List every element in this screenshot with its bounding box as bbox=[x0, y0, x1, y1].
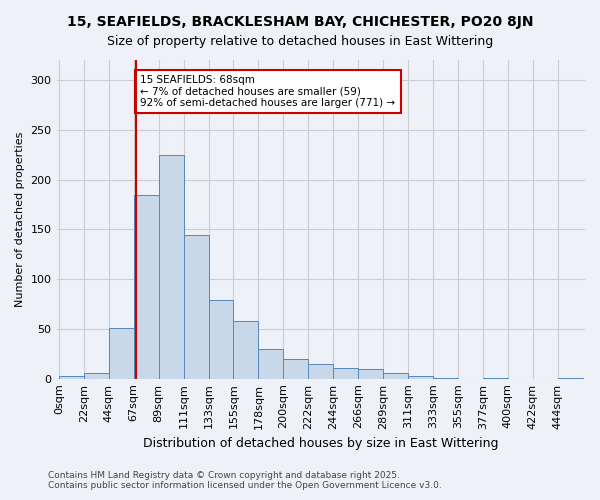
Text: 15 SEAFIELDS: 68sqm
← 7% of detached houses are smaller (59)
92% of semi-detache: 15 SEAFIELDS: 68sqm ← 7% of detached hou… bbox=[140, 75, 395, 108]
Bar bbox=[283, 359, 308, 378]
Text: Contains HM Land Registry data © Crown copyright and database right 2025.
Contai: Contains HM Land Registry data © Crown c… bbox=[48, 470, 442, 490]
Bar bbox=[408, 376, 433, 378]
Bar bbox=[358, 368, 383, 378]
Bar bbox=[109, 328, 134, 378]
Bar bbox=[333, 368, 358, 378]
Bar bbox=[383, 372, 408, 378]
Bar bbox=[233, 321, 259, 378]
Bar bbox=[158, 154, 184, 378]
Bar bbox=[59, 376, 84, 378]
X-axis label: Distribution of detached houses by size in East Wittering: Distribution of detached houses by size … bbox=[143, 437, 499, 450]
Bar bbox=[209, 300, 233, 378]
Text: Size of property relative to detached houses in East Wittering: Size of property relative to detached ho… bbox=[107, 35, 493, 48]
Bar bbox=[134, 196, 158, 378]
Bar bbox=[184, 236, 209, 378]
Bar bbox=[259, 349, 283, 378]
Text: 15, SEAFIELDS, BRACKLESHAM BAY, CHICHESTER, PO20 8JN: 15, SEAFIELDS, BRACKLESHAM BAY, CHICHEST… bbox=[67, 15, 533, 29]
Y-axis label: Number of detached properties: Number of detached properties bbox=[15, 132, 25, 307]
Bar bbox=[84, 372, 109, 378]
Bar bbox=[308, 364, 333, 378]
